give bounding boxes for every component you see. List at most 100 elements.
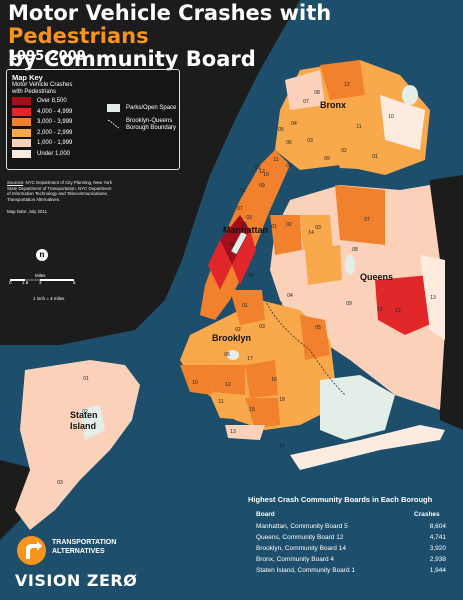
community-board-label: 02 [286, 222, 292, 228]
legend-item: 1,000 - 1,999 [12, 138, 174, 149]
community-board-label: 01 [372, 154, 378, 160]
boundary-icon [107, 119, 120, 129]
community-board-label: 03 [307, 138, 313, 144]
queens-board-05 [282, 270, 308, 315]
vision-zero-tagline: VISION ZERØ [15, 571, 138, 590]
boundary-label: Borough Boundary [126, 125, 177, 131]
community-board-label: 17 [247, 356, 253, 362]
community-board-label: 04 [287, 293, 293, 299]
table-cell-board: Queens, Community Board 12 [256, 534, 344, 541]
jamaica-bay-land [320, 375, 395, 440]
map-date: Map Date: July 2011 [7, 209, 47, 214]
community-board-label: 04 [291, 121, 297, 127]
legend-item: 4,000 - 4,999 [12, 107, 174, 118]
brooklyn-board-12 [210, 365, 245, 395]
borough-label-staten-island: Staten Island [70, 410, 98, 431]
legend-swatch [12, 149, 31, 158]
community-board-label: 03 [315, 225, 321, 231]
legend-label: 1,000 - 1,999 [37, 140, 73, 147]
table-row: Brooklyn, Community Board 14 3,920 [256, 545, 446, 552]
boundary-legend: Brooklyn-Queens Borough Boundary [107, 118, 176, 132]
community-board-label: 18 [279, 397, 285, 403]
community-board-label: 14 [308, 230, 314, 236]
community-board-label: 05 [315, 325, 321, 331]
community-board-label: 08 [286, 163, 292, 169]
bronx-board-09 [330, 135, 378, 170]
scale-bar [10, 279, 74, 281]
community-board-label: 13 [230, 429, 236, 435]
table-cell-board: Staten Island, Community Board 1 [256, 567, 355, 574]
community-board-label: 06 [241, 222, 247, 228]
flushing-park [345, 255, 355, 275]
legend-label: 4,000 - 4,999 [37, 108, 73, 115]
table-row: Queens, Community Board 12 4,741 [256, 534, 446, 541]
community-board-label: 16 [271, 377, 277, 383]
queens-board-07 [335, 185, 385, 245]
community-board-label: 08 [314, 90, 320, 96]
brooklyn-board-05 [300, 315, 330, 360]
community-board-label: 02 [235, 327, 241, 333]
brooklyn-board-14 [245, 360, 278, 398]
boundary-label: Brooklyn-Queens [126, 118, 173, 124]
community-board-label: 11 [356, 124, 362, 130]
scale-tick: 3 [39, 280, 42, 285]
community-board-label: 07 [237, 206, 243, 212]
brooklyn-board-01 [230, 290, 265, 325]
parks-legend: Parks/Open Space [107, 104, 176, 112]
table-title: Highest Crash Community Boards in Each B… [248, 495, 433, 504]
community-board-label: 01 [242, 303, 248, 309]
north-arrow-icon: n [36, 249, 48, 261]
community-board-label: 03 [259, 324, 265, 330]
manhattan-board-02 [202, 290, 220, 312]
community-board-label: 10 [192, 380, 198, 386]
community-board-label: 09 [346, 301, 352, 307]
brooklyn-board-13 [225, 425, 265, 440]
table-cell-crashes: 8,604 [429, 523, 446, 530]
staten-island-board-01 [60, 365, 135, 395]
brooklyn-board-10 [180, 365, 212, 395]
legend-item: 3,000 - 3,999 [12, 117, 174, 128]
legend-label: Over 8,500 [37, 98, 67, 105]
borough-label-brooklyn: Brooklyn [212, 333, 252, 343]
community-board-label: 02 [341, 148, 347, 154]
scale-tick: 1.5 [22, 280, 29, 285]
sources: Sources: NYC Department of City Planning… [7, 180, 112, 202]
legend-item: Over 8,500 [12, 96, 174, 107]
community-board-label: 01 [255, 165, 261, 171]
logo-icon [17, 536, 46, 565]
table-cell-board: Brooklyn, Community Board 14 [256, 545, 346, 552]
legend-item: Under 1,000 [12, 149, 174, 160]
community-board-label: 05 [278, 127, 284, 133]
staten-island-borough [15, 360, 140, 530]
brooklyn-board-15 [245, 398, 280, 428]
community-board-label: 09 [259, 183, 265, 189]
community-board-label: 04 [248, 273, 254, 279]
queens-board-13 [420, 255, 445, 340]
table-row: Bronx, Community Board 4 2,938 [256, 556, 446, 563]
scale-note: 1 inch = 4 miles [33, 296, 65, 301]
community-board-label: 10 [388, 114, 394, 120]
table-cell-board: Manhattan, Community Board 5 [256, 523, 348, 530]
table-cell-crashes: 3,920 [429, 545, 446, 552]
community-board-label: 12 [225, 382, 231, 388]
manhattan-board-05 [220, 215, 250, 265]
community-board-label: 03 [246, 215, 252, 221]
legend-swatch [12, 128, 31, 137]
legend-label: 2,000 - 2,999 [37, 129, 73, 136]
community-board-label: 11 [218, 399, 224, 405]
table-header-board: Board [256, 511, 275, 518]
borough-label-bronx: Bronx [320, 100, 347, 110]
community-board-label: 15 [249, 407, 255, 413]
community-board-label: 01 [271, 224, 277, 230]
community-board-label: 13 [377, 307, 383, 313]
table-cell-crashes: 4,741 [429, 534, 446, 541]
community-board-label: 02 [240, 188, 246, 194]
map-years: 1995-2009 [8, 49, 86, 64]
parks-swatch [107, 104, 120, 112]
legend-swatch [12, 118, 31, 127]
manhattan-board-06 [232, 230, 256, 285]
queens-board-01 [270, 215, 302, 255]
logo-text: TRANSPORTATION ALTERNATIVES [52, 539, 117, 555]
key-subtitle: Motor Vehicle Crashes [12, 82, 73, 88]
scale-label: Miles [35, 273, 46, 278]
